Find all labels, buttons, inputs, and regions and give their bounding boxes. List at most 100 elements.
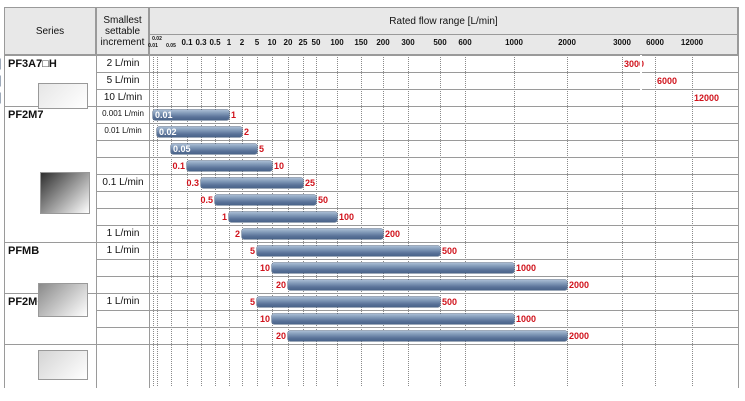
chart-title: Rated flow range [L/min] xyxy=(389,15,498,27)
table-border xyxy=(4,55,738,56)
table-border xyxy=(96,55,97,388)
tick-label: 300 xyxy=(401,38,415,47)
max-label: 1000 xyxy=(516,313,537,324)
min-label: 0.01 xyxy=(155,109,173,120)
gridline xyxy=(153,55,154,386)
max-label: 500 xyxy=(442,245,458,256)
max-label: 100 xyxy=(339,211,355,222)
tick-label: 0.5 xyxy=(209,38,221,47)
product-thumbnail xyxy=(38,83,88,109)
table-border xyxy=(149,55,150,388)
tick-label: 12000 xyxy=(680,38,704,47)
tick-label: 0.05 xyxy=(166,43,176,49)
gridline xyxy=(514,55,515,386)
gridline xyxy=(408,55,409,386)
row-divider xyxy=(96,89,738,90)
tick-label: 0.1 xyxy=(181,38,193,47)
row-divider xyxy=(96,208,738,209)
gridline xyxy=(465,55,466,386)
max-label: 12000 xyxy=(694,92,720,103)
max-label: 500 xyxy=(442,296,458,307)
series-name: PF2M7 xyxy=(8,109,44,121)
gridline xyxy=(567,55,568,386)
increment-label: 0.01 L/min xyxy=(104,126,142,135)
tick-label: 500 xyxy=(433,38,447,47)
tick-label: 0.3 xyxy=(195,38,207,47)
gridline xyxy=(171,55,172,386)
increment-header: Smallest settable increment xyxy=(96,7,149,55)
min-label: 0.3 xyxy=(186,177,199,188)
tick-label: 1 xyxy=(226,38,232,47)
row-divider xyxy=(96,72,738,73)
row-divider xyxy=(96,140,738,141)
gridline xyxy=(383,55,384,386)
max-label: 5 xyxy=(259,143,265,154)
max-label: 2 xyxy=(244,126,250,137)
max-label: 2000 xyxy=(569,330,590,341)
max-label: 1 xyxy=(231,109,237,120)
bar xyxy=(201,177,303,188)
min-label: 5 xyxy=(249,296,255,307)
range-header: Rated flow range [L/min] xyxy=(149,7,738,35)
tick-header xyxy=(149,34,738,55)
increment-label: 10 L/min xyxy=(103,92,143,103)
row-divider xyxy=(96,123,738,124)
tick-label: 10 xyxy=(267,38,277,47)
product-thumbnail xyxy=(38,350,88,380)
series-name: PFMB xyxy=(8,245,40,257)
series-header: Series xyxy=(4,7,96,55)
gridline xyxy=(157,55,158,386)
tick-label: 5 xyxy=(254,38,260,47)
group-divider xyxy=(4,106,738,107)
bar xyxy=(157,126,242,137)
group-divider xyxy=(4,293,738,294)
tick-label: 0.01 xyxy=(148,43,158,49)
min-label: 1 xyxy=(221,211,227,222)
row-divider xyxy=(96,225,738,226)
axis-break xyxy=(640,55,642,106)
gridline xyxy=(201,55,202,386)
tick-label: 200 xyxy=(376,38,390,47)
tick-label: 20 xyxy=(283,38,293,47)
max-label: 25 xyxy=(305,177,316,188)
row-divider xyxy=(96,327,738,328)
increment-label: 1 L/min xyxy=(106,228,140,239)
bar xyxy=(257,296,440,307)
gridline xyxy=(655,55,656,386)
bar xyxy=(242,228,383,239)
gridline xyxy=(622,55,623,386)
row-divider xyxy=(96,276,738,277)
gridline xyxy=(337,55,338,386)
bar xyxy=(187,160,272,171)
row-divider xyxy=(96,259,738,260)
tick-label: 6000 xyxy=(646,38,664,47)
min-label: 10 xyxy=(259,262,270,273)
bar xyxy=(272,262,514,273)
bar xyxy=(153,109,229,120)
min-label: 0.1 xyxy=(172,160,185,171)
row-divider xyxy=(96,157,738,158)
bar xyxy=(288,279,567,290)
bar xyxy=(288,330,567,341)
min-label: 0.5 xyxy=(200,194,213,205)
min-label: 5 xyxy=(249,245,255,256)
group-divider xyxy=(4,344,738,345)
tick-label: 600 xyxy=(458,38,472,47)
max-label: 3000 xyxy=(624,58,645,69)
table-border xyxy=(738,7,739,388)
table-border xyxy=(4,7,5,388)
max-label: 50 xyxy=(318,194,329,205)
row-divider xyxy=(96,191,738,192)
min-label: 20 xyxy=(275,279,286,290)
bar xyxy=(229,211,337,222)
max-label: 1000 xyxy=(516,262,537,273)
min-label: 0.02 xyxy=(159,126,177,137)
product-thumbnail xyxy=(40,172,90,214)
min-label: 20 xyxy=(275,330,286,341)
bar xyxy=(215,194,316,205)
bar xyxy=(272,313,514,324)
tick-label: 100 xyxy=(330,38,344,47)
tick-label: 2 xyxy=(239,38,245,47)
product-thumbnail xyxy=(38,283,88,317)
